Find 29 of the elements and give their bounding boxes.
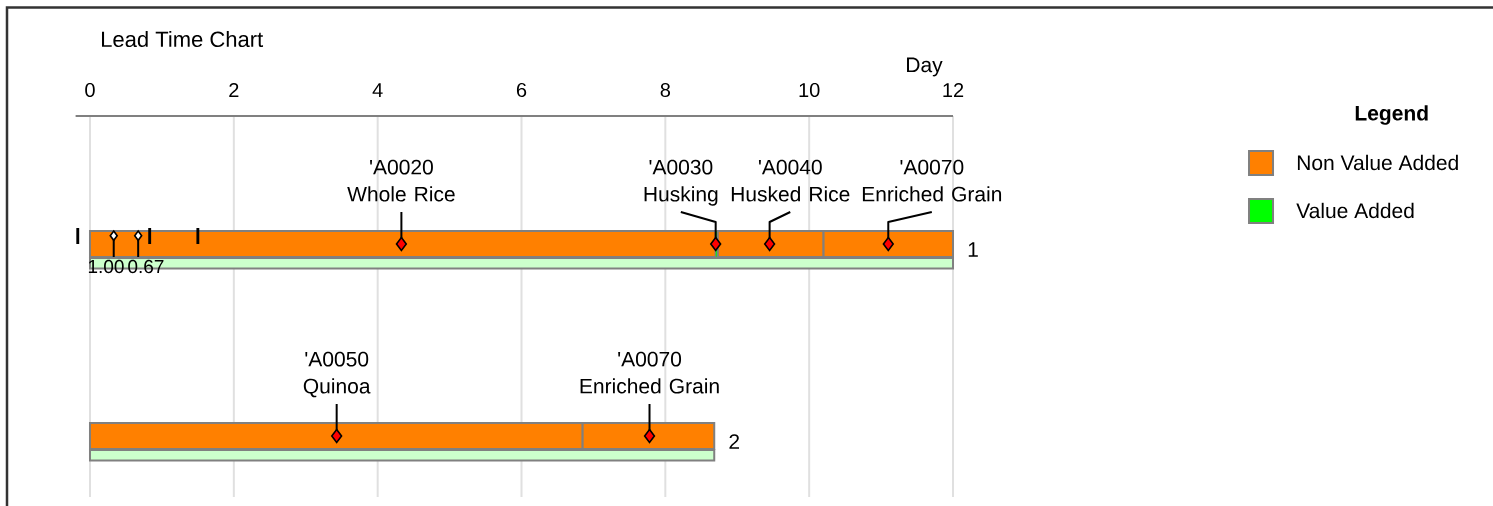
text: 'A0020 Whole Rice	[347, 159, 455, 202]
text: 'A0070 Enriched Grain	[580, 351, 719, 394]
point	[882, 236, 894, 252]
chart-title: Lead Time Chart	[102, 30, 264, 48]
x-tick-label: 8	[660, 82, 671, 98]
x-tick-label: 6	[516, 82, 527, 98]
bar	[76, 228, 80, 245]
x-axis-title: Day	[907, 57, 943, 77]
legend-label: Non Value Added	[1297, 154, 1458, 171]
point	[643, 428, 656, 444]
bar	[196, 228, 200, 245]
text: 'A0050 Quinoa	[303, 351, 371, 398]
point	[395, 236, 408, 252]
text: 'A0040 Husked Rice	[731, 159, 850, 202]
legend-title: Legend	[1355, 105, 1428, 125]
x-tick-label: 2	[229, 83, 239, 97]
series-label: 0.67	[128, 259, 164, 274]
y-tick-label: 1	[968, 242, 978, 257]
point	[710, 236, 722, 252]
x-tick-label: 12	[943, 83, 964, 97]
series-label: 'A0030 Husking	[644, 159, 718, 206]
x-tick-label: 4	[372, 83, 383, 97]
legend-label: Value Added	[1296, 202, 1414, 219]
x-tick-label: 0	[85, 82, 95, 98]
series-label: 1.00	[88, 259, 124, 274]
point	[763, 236, 776, 252]
x-tick-label: 10	[799, 82, 820, 98]
text: 'A0070 Enriched Grain	[862, 159, 1002, 202]
bar	[148, 228, 152, 245]
